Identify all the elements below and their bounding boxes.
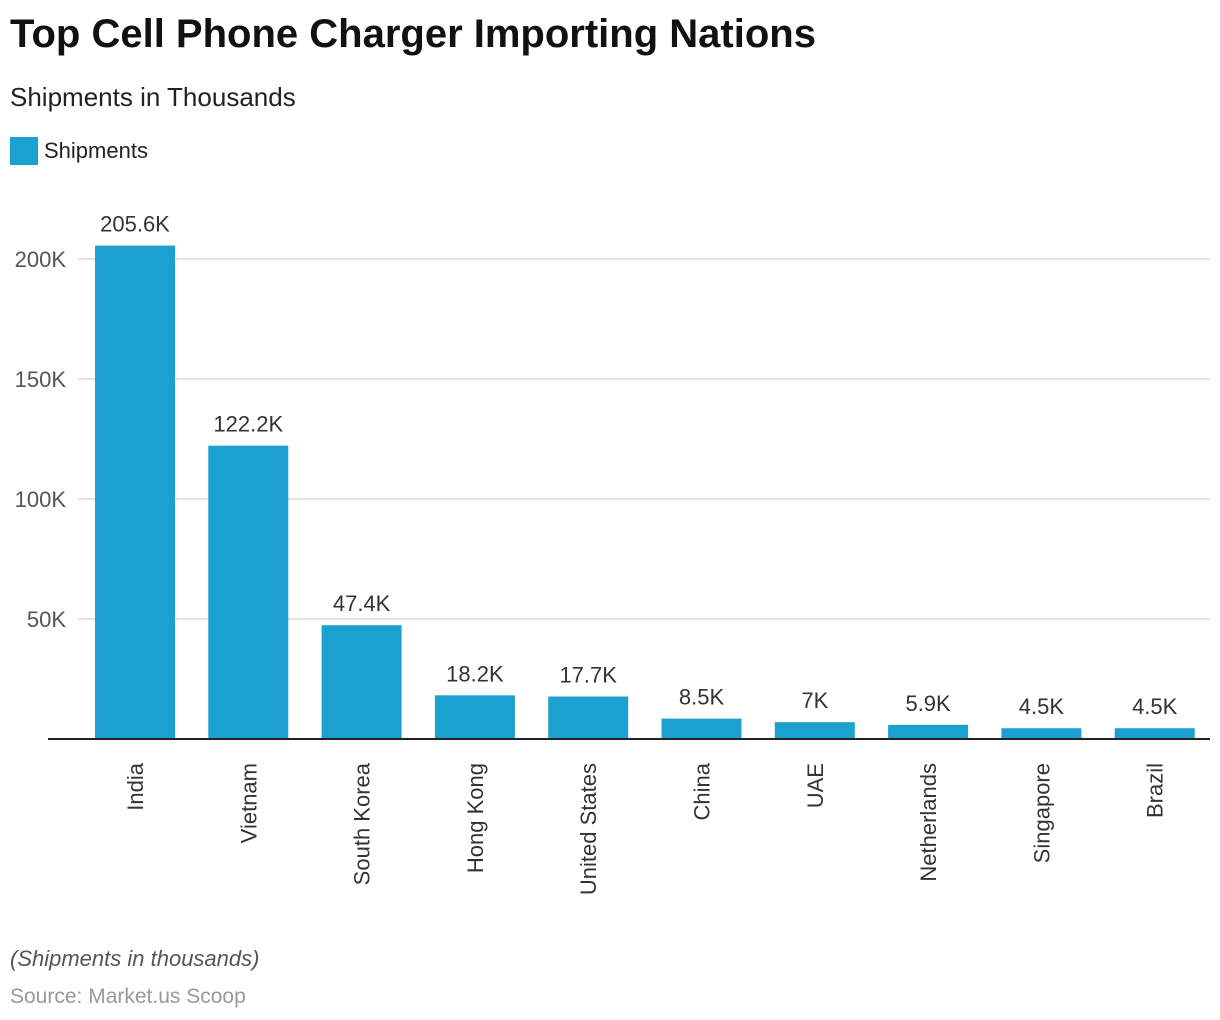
legend-label: Shipments xyxy=(44,138,148,163)
chart-title: Top Cell Phone Charger Importing Nations xyxy=(10,12,816,56)
x-tick-label: United States xyxy=(576,763,601,895)
bar xyxy=(1114,728,1195,739)
y-tick-label: 100K xyxy=(15,487,67,512)
y-tick-label: 200K xyxy=(15,247,67,272)
bar xyxy=(434,695,515,739)
bar xyxy=(95,245,175,739)
data-label: 8.5K xyxy=(679,685,725,710)
bar xyxy=(321,625,402,739)
bar xyxy=(661,718,742,739)
x-tick-label: Hong Kong xyxy=(463,763,488,873)
bar xyxy=(208,445,289,739)
bar xyxy=(548,696,629,739)
legend-swatch xyxy=(10,137,38,165)
x-tick-label: Singapore xyxy=(1029,763,1054,863)
bar xyxy=(888,724,969,739)
chart-subtitle: Shipments in Thousands xyxy=(10,82,296,112)
data-label: 17.7K xyxy=(559,663,617,688)
data-label: 122.2K xyxy=(213,412,283,437)
x-tick-label: Brazil xyxy=(1143,763,1168,818)
data-label: 18.2K xyxy=(446,661,504,686)
x-tick-label: India xyxy=(123,762,148,810)
x-tick-label: UAE xyxy=(803,763,828,808)
legend: Shipments xyxy=(10,137,148,165)
bar xyxy=(1001,728,1082,739)
bar xyxy=(774,722,855,739)
data-label: 7K xyxy=(801,688,828,713)
data-label: 4.5K xyxy=(1019,694,1065,719)
footnote: (Shipments in thousands) xyxy=(10,946,260,971)
x-tick-label: South Korea xyxy=(350,762,375,885)
data-label: 5.9K xyxy=(905,691,951,716)
y-tick-label: 50K xyxy=(27,607,66,632)
data-label: 205.6K xyxy=(100,212,170,237)
x-tick-label: Vietnam xyxy=(236,763,261,843)
x-tick-label: China xyxy=(690,762,715,820)
y-tick-label: 150K xyxy=(15,367,67,392)
source: Source: Market.us Scoop xyxy=(10,985,246,1008)
data-label: 4.5K xyxy=(1132,694,1178,719)
data-label: 47.4K xyxy=(333,591,391,616)
x-tick-label: Netherlands xyxy=(916,763,941,882)
